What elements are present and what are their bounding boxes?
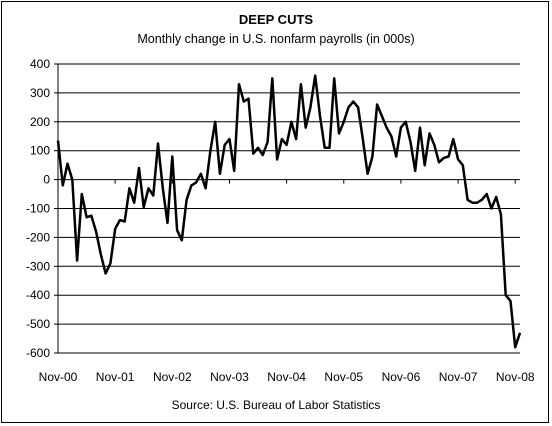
payrolls-series-line: [56, 74, 522, 349]
x-tick-label: Nov-05: [324, 370, 363, 384]
y-tick-label: 0: [43, 173, 50, 187]
x-tick-label: Nov-07: [439, 370, 478, 384]
x-tick-label: Nov-00: [39, 370, 78, 384]
chart-source: Source: U.S. Bureau of Labor Statistics: [171, 398, 381, 412]
x-tick-label: Nov-02: [153, 370, 192, 384]
x-tick-label: Nov-06: [382, 370, 421, 384]
y-tick-label: 100: [30, 144, 50, 158]
chart-subtitle: Monthly change in U.S. nonfarm payrolls …: [137, 32, 415, 46]
x-tick-label: Nov-01: [96, 370, 135, 384]
y-tick-labels: 400 300 200 100 0 -100 -200 -300 -400 -500 -600: [26, 57, 50, 360]
y-tick-label: -300: [26, 259, 50, 273]
axes: [54, 63, 520, 354]
x-tick-label: Nov-03: [210, 370, 249, 384]
y-tick-label: -400: [26, 288, 50, 302]
y-tick-label: -200: [26, 230, 50, 244]
gridlines: [58, 63, 520, 325]
y-tick-label: -100: [26, 202, 50, 216]
y-tick-label: -500: [26, 317, 50, 331]
y-tick-label: 200: [30, 115, 50, 129]
y-tick-label: 400: [30, 57, 50, 71]
x-tick-label: Nov-04: [267, 370, 306, 384]
y-tick-label: -600: [26, 346, 50, 360]
x-tick-labels: Nov-00 Nov-01 Nov-02 Nov-03 Nov-04 Nov-05 Nov-…: [39, 370, 535, 384]
y-tick-label: 300: [30, 86, 50, 100]
x-tick-label: Nov-08: [496, 370, 535, 384]
chart-title: DEEP CUTS: [238, 12, 314, 27]
